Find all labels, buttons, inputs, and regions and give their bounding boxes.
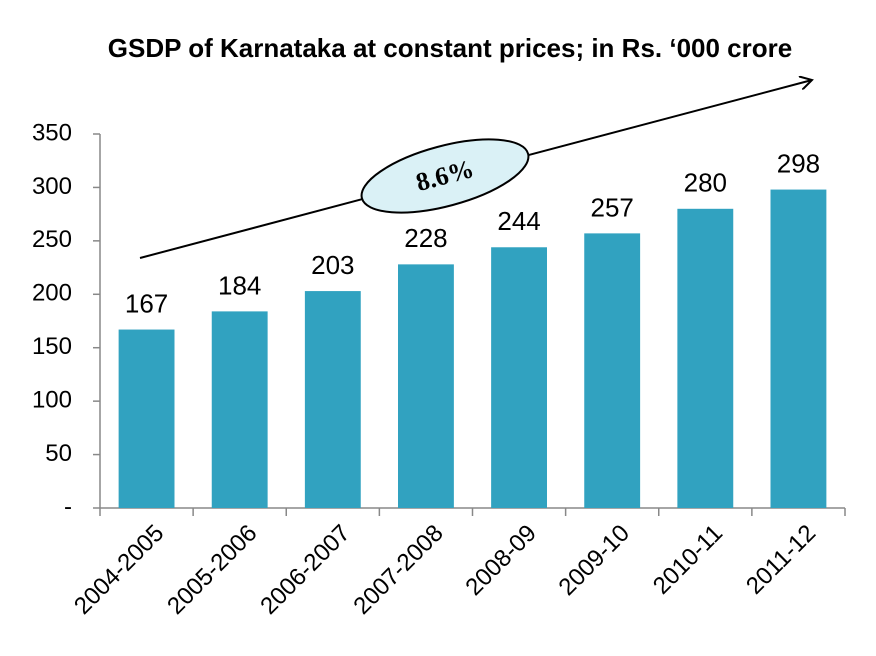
data-label: 167	[125, 288, 168, 318]
chart-title: GSDP of Karnataka at constant prices; in…	[107, 33, 793, 63]
x-tick-label: 2009-10	[554, 520, 635, 601]
data-label: 228	[404, 223, 447, 253]
cagr-badge: 8.6%	[360, 138, 530, 214]
y-tick-label: 350	[32, 119, 72, 146]
x-tick-label: 2004-2005	[69, 520, 169, 620]
y-tick-label: 50	[45, 440, 72, 467]
y-tick-label: 100	[32, 386, 72, 413]
x-tick-label: 2005-2006	[162, 520, 262, 620]
y-tick-label: 250	[32, 226, 72, 253]
data-label: 203	[311, 250, 354, 280]
data-label: 184	[218, 270, 261, 300]
data-label: 244	[497, 206, 540, 236]
bar	[491, 247, 547, 509]
badge-ellipse	[360, 138, 530, 214]
y-tick-label: 200	[32, 280, 72, 307]
x-tick-label: 2010-11	[648, 520, 728, 600]
bar	[584, 233, 641, 508]
bar	[211, 311, 268, 508]
bar	[398, 264, 454, 508]
data-label: 257	[590, 192, 633, 222]
y-tick-label: 300	[32, 173, 72, 200]
x-tick-label: 2008-09	[460, 520, 541, 601]
bar	[770, 189, 827, 508]
y-tick-label: -	[64, 493, 72, 520]
bar	[304, 291, 361, 508]
bar	[677, 208, 734, 509]
bar	[118, 329, 175, 508]
x-tick-label: 2006-2007	[255, 520, 355, 620]
data-label: 298	[777, 148, 820, 178]
x-tick-label: 2011-12	[741, 520, 821, 600]
x-tick-label: 2007-2008	[348, 520, 448, 620]
y-tick-label: 150	[32, 333, 72, 360]
data-label: 280	[684, 168, 727, 198]
